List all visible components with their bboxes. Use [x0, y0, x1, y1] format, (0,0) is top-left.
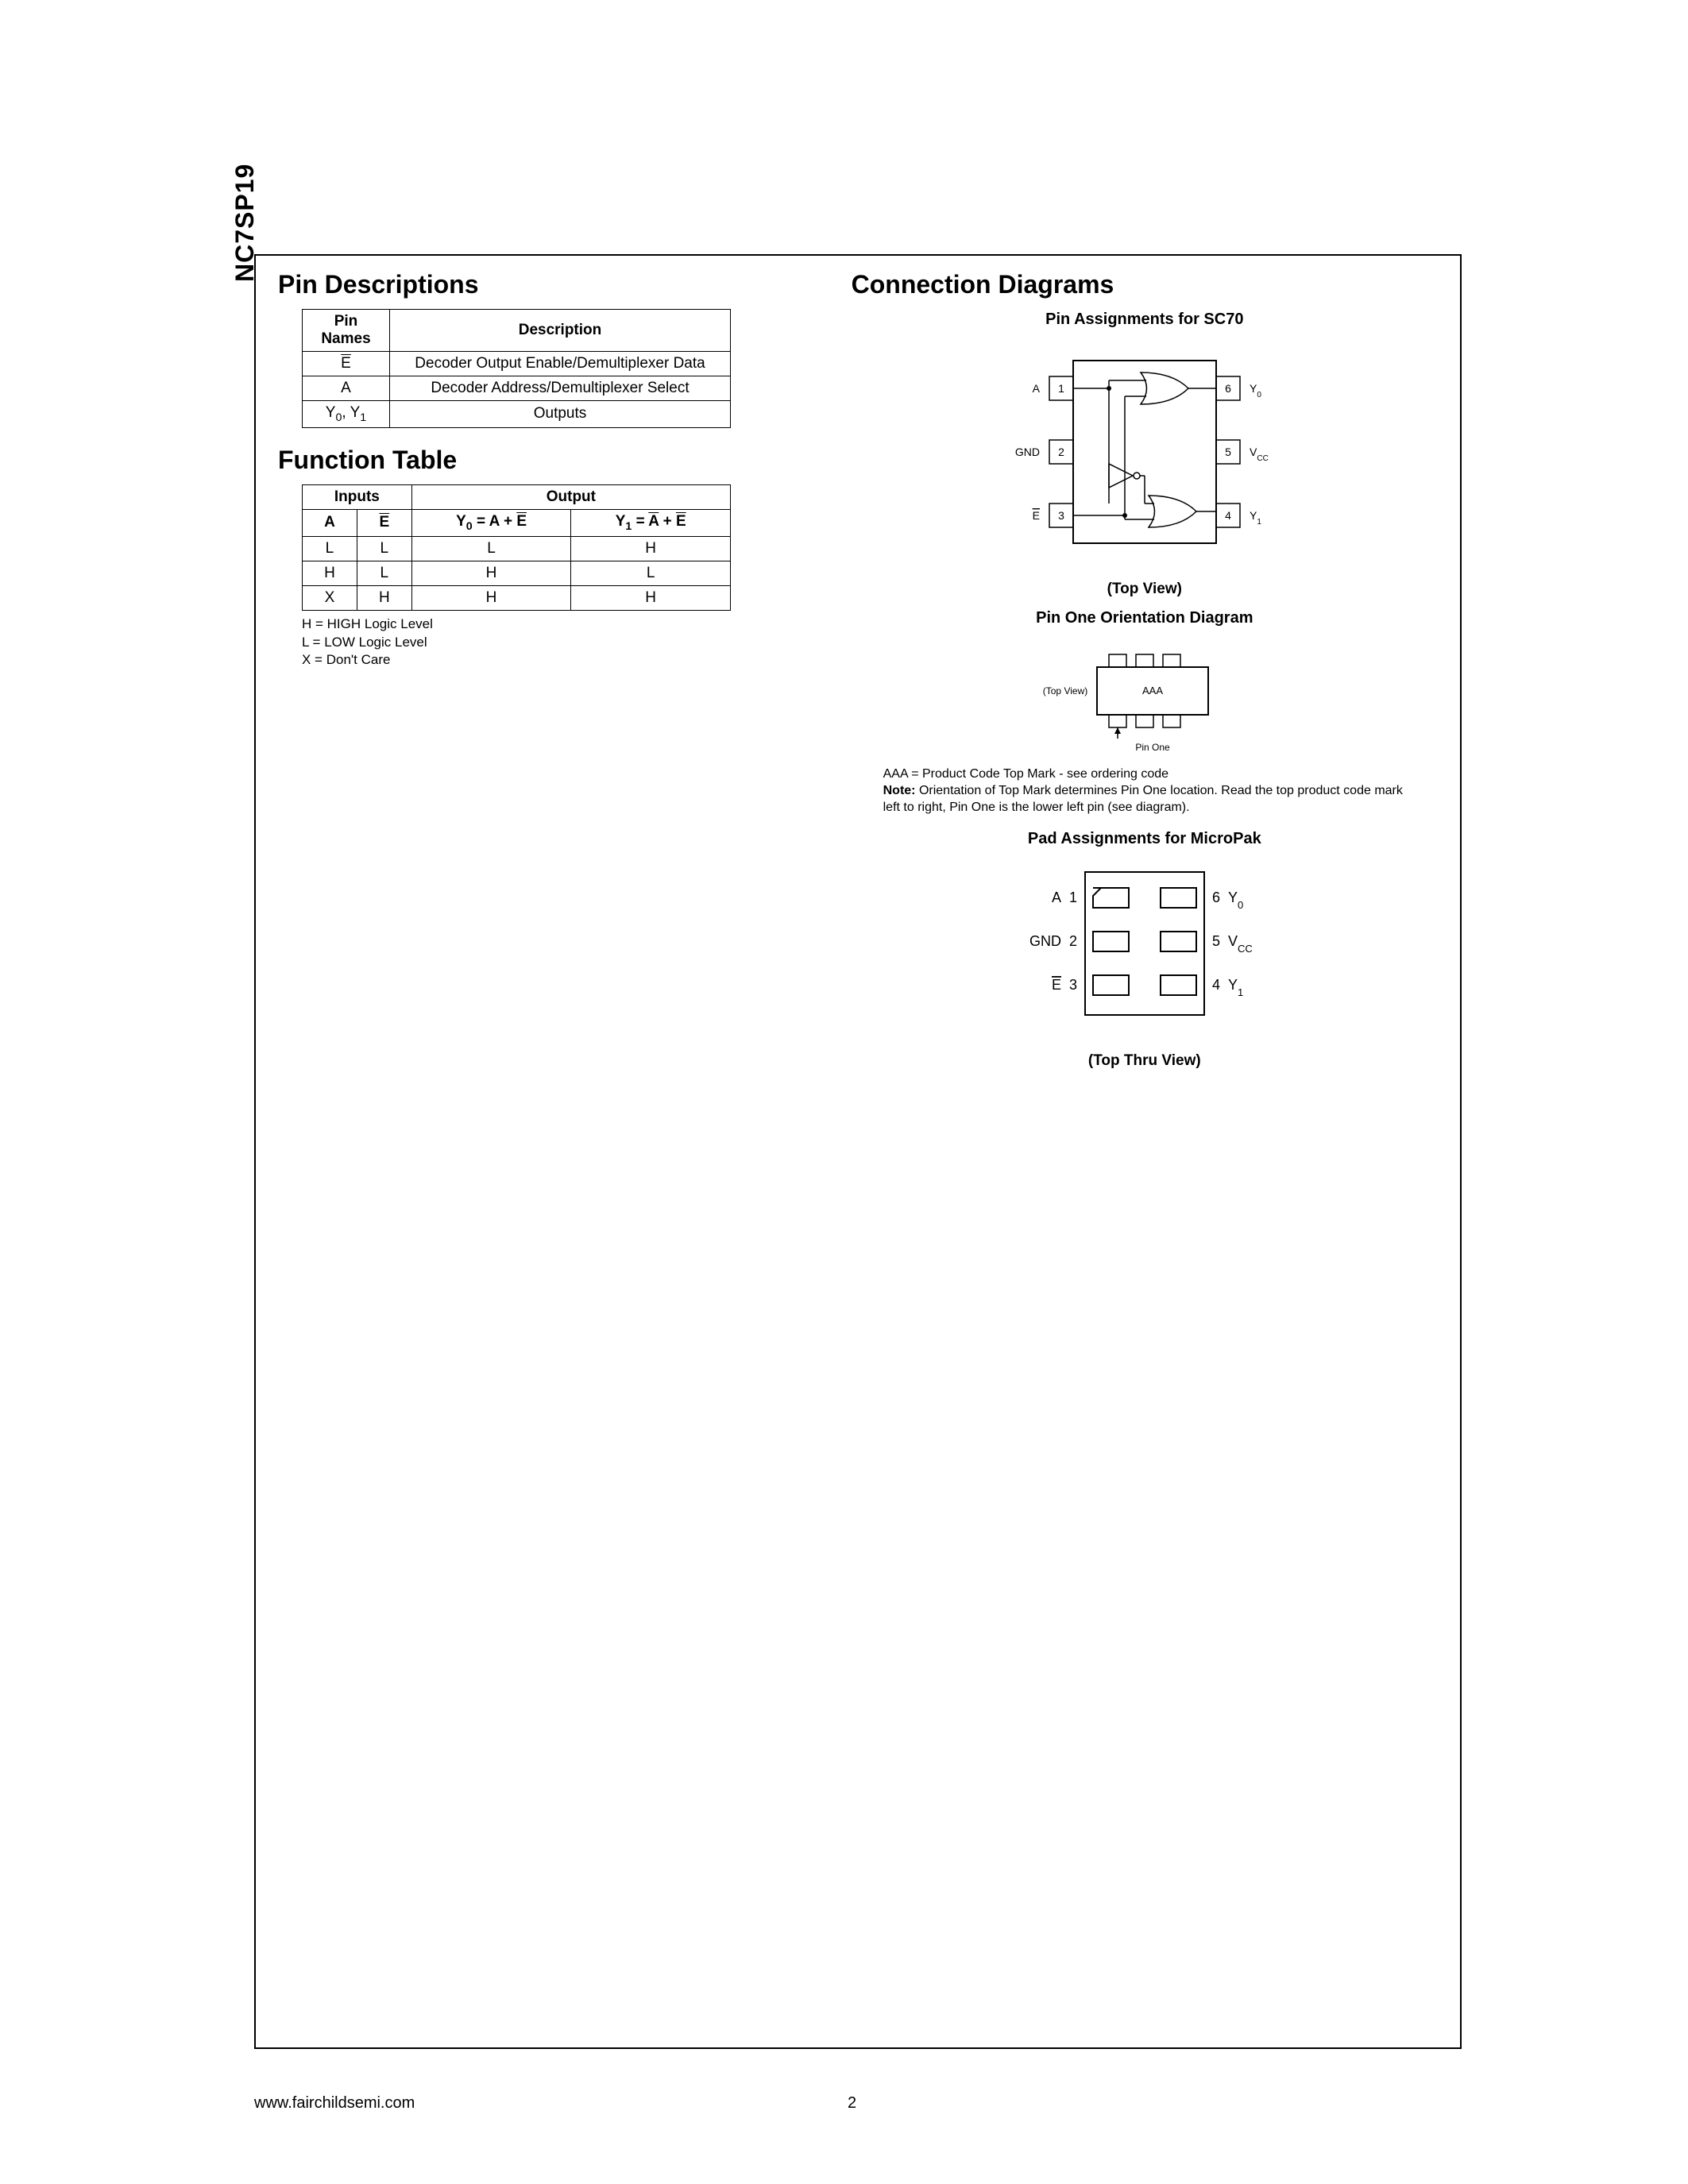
table-cell: H [571, 536, 731, 561]
page-footer: www.fairchildsemi.com 2 [254, 2094, 1450, 2113]
table-cell: L [357, 561, 411, 585]
orientation-title: Pin One Orientation Diagram [852, 609, 1438, 627]
table-cell: A [303, 376, 390, 401]
svg-text:Y0: Y0 [1250, 382, 1261, 399]
table-cell: E [303, 352, 390, 376]
svg-text:2: 2 [1069, 933, 1077, 949]
svg-text:E: E [1052, 977, 1061, 993]
sc70-title: Pin Assignments for SC70 [852, 311, 1438, 329]
svg-text:2: 2 [1058, 446, 1064, 458]
micropak-caption: (Top Thru View) [852, 1052, 1438, 1070]
svg-text:VCC: VCC [1228, 933, 1253, 955]
content-frame: Pin Descriptions Pin Names Description E… [254, 254, 1462, 2049]
table-header: E [357, 509, 411, 536]
footer-url: www.fairchildsemi.com [254, 2094, 415, 2113]
svg-text:GND: GND [1015, 446, 1040, 458]
svg-text:Y1: Y1 [1250, 509, 1261, 527]
svg-text:Pin One: Pin One [1135, 742, 1170, 753]
svg-text:3: 3 [1058, 509, 1064, 522]
table-header: Y1 = A + E [571, 509, 731, 536]
sc70-diagram: 1 A 2 GND 3 E 6 Y0 5 VCC 4 Y1 [970, 337, 1319, 567]
table-cell: H [303, 561, 357, 585]
table-cell: L [303, 536, 357, 561]
svg-text:6: 6 [1225, 382, 1231, 395]
table-cell: L [357, 536, 411, 561]
table-cell: H [411, 585, 571, 610]
table-cell: Outputs [390, 401, 731, 428]
micropak-diagram: 1A 2 GND 3E 6 Y0 5 VCC 4 Y1 [1002, 856, 1288, 1039]
table-header: Pin Names [303, 310, 390, 352]
table-cell: X [303, 585, 357, 610]
function-table-legend: H = HIGH Logic LevelL = LOW Logic LevelX… [302, 615, 820, 670]
svg-text:6: 6 [1212, 889, 1220, 905]
svg-text:1: 1 [1058, 382, 1064, 395]
orientation-note: AAA = Product Code Top Mark - see orderi… [883, 766, 1406, 816]
sc70-caption: (Top View) [852, 581, 1438, 598]
footer-page-number: 2 [848, 2094, 856, 2113]
svg-text:5: 5 [1212, 933, 1220, 949]
table-header: Description [390, 310, 731, 352]
svg-text:Y1: Y1 [1228, 977, 1243, 998]
svg-text:VCC: VCC [1250, 446, 1269, 463]
function-table-heading: Function Table [278, 446, 820, 475]
table-cell: L [411, 536, 571, 561]
table-header: A [303, 509, 357, 536]
svg-text:AAA: AAA [1142, 685, 1163, 696]
table-cell: Decoder Output Enable/Demultiplexer Data [390, 352, 731, 376]
svg-text:A: A [1052, 889, 1061, 905]
svg-text:Y0: Y0 [1228, 889, 1243, 911]
table-cell: H [571, 585, 731, 610]
orientation-diagram: AAA (Top View) Pin One [1033, 635, 1256, 754]
micropak-title: Pad Assignments for MicroPak [852, 830, 1438, 848]
svg-text:4: 4 [1225, 509, 1231, 522]
svg-text:GND: GND [1029, 933, 1061, 949]
table-cell: Y0, Y1 [303, 401, 390, 428]
connection-diagrams-heading: Connection Diagrams [852, 270, 1438, 299]
function-table: Inputs Output AEY0 = A + EY1 = A + E LLL… [302, 484, 731, 611]
pin-descriptions-heading: Pin Descriptions [278, 270, 820, 299]
svg-text:5: 5 [1225, 446, 1231, 458]
table-cell: H [357, 585, 411, 610]
svg-text:3: 3 [1069, 977, 1077, 993]
table-group-header: Inputs [303, 484, 412, 509]
svg-text:1: 1 [1069, 889, 1077, 905]
svg-text:(Top View): (Top View) [1043, 685, 1087, 696]
table-cell: H [411, 561, 571, 585]
table-cell: Decoder Address/Demultiplexer Select [390, 376, 731, 401]
pin-descriptions-table: Pin Names Description EDecoder Output En… [302, 309, 731, 428]
table-group-header: Output [411, 484, 730, 509]
svg-text:4: 4 [1212, 977, 1220, 993]
svg-text:E: E [1032, 509, 1039, 522]
table-header: Y0 = A + E [411, 509, 571, 536]
table-cell: L [571, 561, 731, 585]
svg-text:A: A [1032, 382, 1040, 395]
